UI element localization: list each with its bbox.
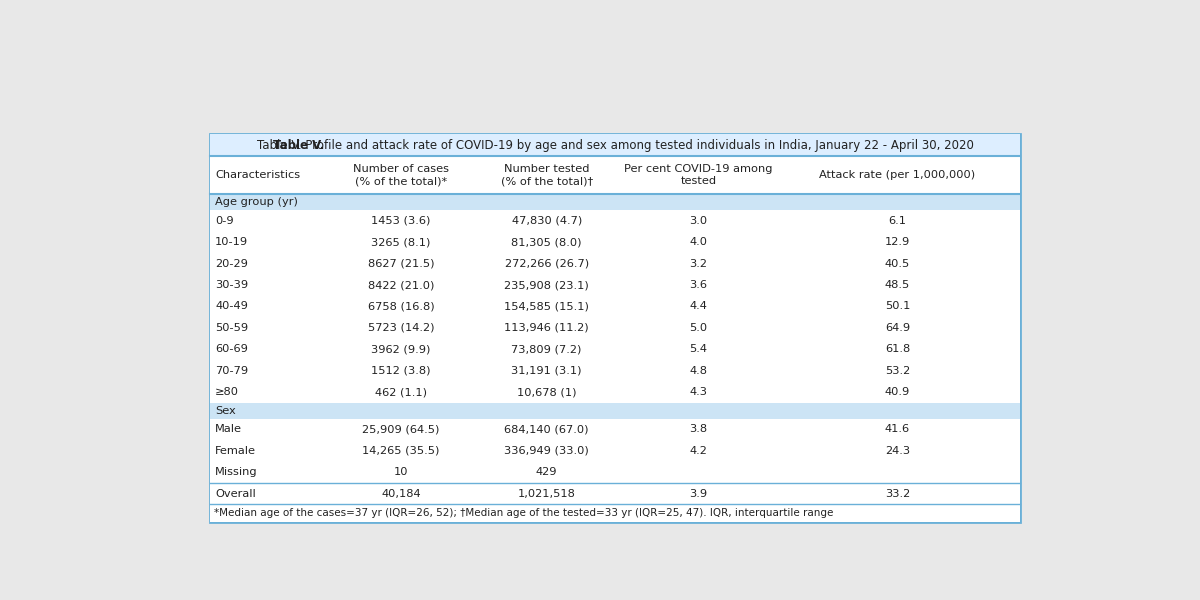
Text: Number tested
(% of the total)†: Number tested (% of the total)†: [500, 164, 593, 186]
Text: 4.3: 4.3: [689, 387, 707, 397]
Text: Overall: Overall: [215, 488, 256, 499]
Text: 154,585 (15.1): 154,585 (15.1): [504, 301, 589, 311]
Bar: [210, 419, 1020, 440]
Text: 3.6: 3.6: [689, 280, 707, 290]
Text: Per cent COVID-19 among
tested: Per cent COVID-19 among tested: [624, 164, 773, 186]
Text: 24.3: 24.3: [884, 446, 910, 456]
Bar: [210, 440, 1020, 461]
Text: 40.5: 40.5: [884, 259, 910, 269]
Text: Sex: Sex: [215, 406, 236, 416]
Text: 5723 (14.2): 5723 (14.2): [367, 323, 434, 333]
Bar: [210, 156, 1020, 194]
Text: 4.2: 4.2: [689, 446, 707, 456]
Text: 235,908 (23.1): 235,908 (23.1): [504, 280, 589, 290]
Text: 25,909 (64.5): 25,909 (64.5): [362, 424, 439, 434]
Text: 5.4: 5.4: [689, 344, 707, 354]
Text: 81,305 (8.0): 81,305 (8.0): [511, 238, 582, 247]
Text: 272,266 (26.7): 272,266 (26.7): [504, 259, 589, 269]
Text: Number of cases
(% of the total)*: Number of cases (% of the total)*: [353, 164, 449, 186]
Text: 50.1: 50.1: [884, 301, 910, 311]
Text: 429: 429: [536, 467, 557, 477]
Text: 0-9: 0-9: [215, 216, 234, 226]
Text: 6758 (16.8): 6758 (16.8): [367, 301, 434, 311]
Bar: [210, 194, 1020, 210]
Text: 1512 (3.8): 1512 (3.8): [371, 365, 431, 376]
Text: 4.0: 4.0: [689, 238, 707, 247]
Text: 4.4: 4.4: [689, 301, 707, 311]
Bar: [210, 253, 1020, 274]
Text: 3.2: 3.2: [689, 259, 707, 269]
Text: 3.8: 3.8: [689, 424, 707, 434]
Text: 6.1: 6.1: [888, 216, 906, 226]
Text: *Median age of the cases=37 yr (IQR=26, 52); †Median age of the tested=33 yr (IQ: *Median age of the cases=37 yr (IQR=26, …: [214, 508, 834, 518]
Text: 4.8: 4.8: [689, 365, 707, 376]
Bar: [210, 403, 1020, 419]
Text: 40-49: 40-49: [215, 301, 248, 311]
Text: Female: Female: [215, 446, 256, 456]
Bar: [210, 338, 1020, 360]
Text: 40.9: 40.9: [884, 387, 910, 397]
Text: 113,946 (11.2): 113,946 (11.2): [504, 323, 589, 333]
Bar: [210, 317, 1020, 338]
Text: 53.2: 53.2: [884, 365, 910, 376]
Bar: [210, 134, 1020, 156]
Text: Age group (yr): Age group (yr): [215, 197, 298, 207]
Text: 3.9: 3.9: [689, 488, 707, 499]
Text: 684,140 (67.0): 684,140 (67.0): [504, 424, 589, 434]
Text: 64.9: 64.9: [884, 323, 910, 333]
Bar: [210, 134, 1020, 523]
Text: Male: Male: [215, 424, 242, 434]
Text: 1,021,518: 1,021,518: [517, 488, 576, 499]
Bar: [210, 274, 1020, 296]
Text: 33.2: 33.2: [884, 488, 910, 499]
Text: 73,809 (7.2): 73,809 (7.2): [511, 344, 582, 354]
Text: 10-19: 10-19: [215, 238, 248, 247]
Bar: [210, 210, 1020, 232]
Text: 12.9: 12.9: [884, 238, 910, 247]
Text: 50-59: 50-59: [215, 323, 248, 333]
Bar: [210, 382, 1020, 403]
Text: 61.8: 61.8: [884, 344, 910, 354]
Text: Table V.: Table V.: [272, 139, 324, 152]
Text: 8422 (21.0): 8422 (21.0): [368, 280, 434, 290]
Bar: [210, 461, 1020, 483]
Text: 10,678 (1): 10,678 (1): [517, 387, 576, 397]
Text: Table V. Profile and attack rate of COVID-19 by age and sex among tested individ: Table V. Profile and attack rate of COVI…: [257, 139, 973, 152]
Text: 41.6: 41.6: [884, 424, 910, 434]
Text: ≥80: ≥80: [215, 387, 239, 397]
Bar: [210, 232, 1020, 253]
Text: 462 (1.1): 462 (1.1): [374, 387, 427, 397]
Text: 31,191 (3.1): 31,191 (3.1): [511, 365, 582, 376]
Text: 30-39: 30-39: [215, 280, 248, 290]
Text: Missing: Missing: [215, 467, 258, 477]
Text: 1453 (3.6): 1453 (3.6): [371, 216, 431, 226]
Bar: [210, 360, 1020, 382]
Text: 3.0: 3.0: [689, 216, 707, 226]
Text: 3265 (8.1): 3265 (8.1): [371, 238, 431, 247]
Text: 47,830 (4.7): 47,830 (4.7): [511, 216, 582, 226]
Text: 70-79: 70-79: [215, 365, 248, 376]
Text: 8627 (21.5): 8627 (21.5): [367, 259, 434, 269]
Text: 48.5: 48.5: [884, 280, 910, 290]
Text: 20-29: 20-29: [215, 259, 248, 269]
Bar: [210, 504, 1020, 523]
Text: Attack rate (per 1,000,000): Attack rate (per 1,000,000): [820, 170, 976, 180]
Text: 10: 10: [394, 467, 408, 477]
Text: 5.0: 5.0: [689, 323, 707, 333]
Text: 336,949 (33.0): 336,949 (33.0): [504, 446, 589, 456]
Text: 3962 (9.9): 3962 (9.9): [371, 344, 431, 354]
Bar: [210, 296, 1020, 317]
Bar: [210, 483, 1020, 504]
Text: 14,265 (35.5): 14,265 (35.5): [362, 446, 439, 456]
Text: Characteristics: Characteristics: [215, 170, 300, 180]
Text: 40,184: 40,184: [382, 488, 421, 499]
Text: 60-69: 60-69: [215, 344, 248, 354]
